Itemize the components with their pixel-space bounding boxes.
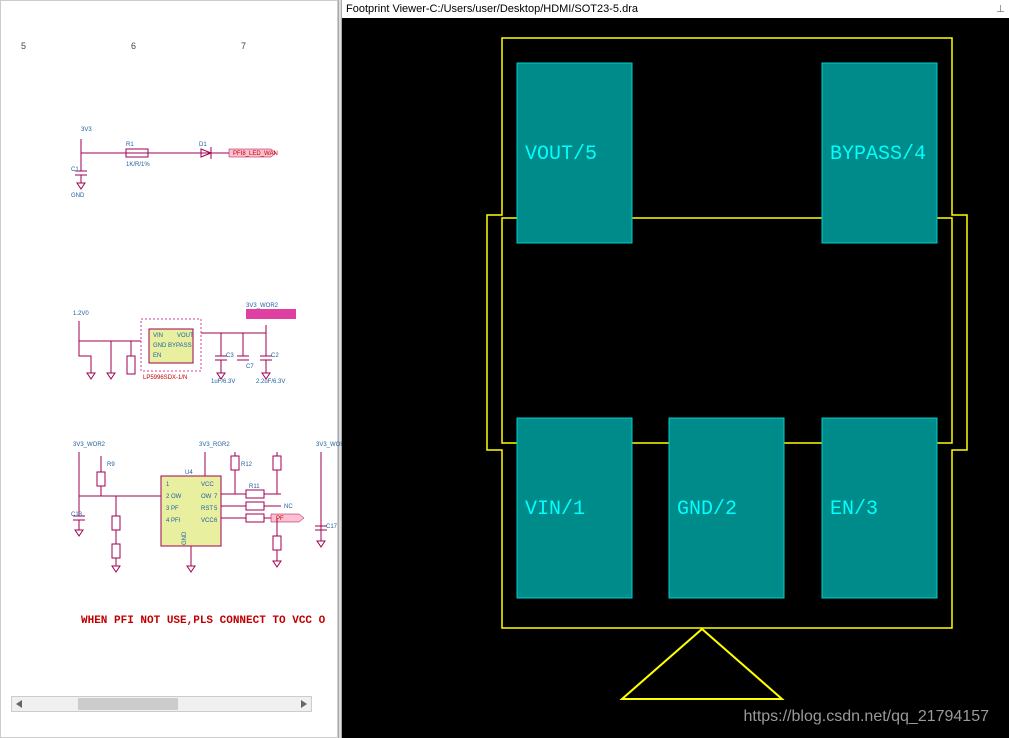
footprint-pad-label: GND/2 [677, 498, 737, 521]
footprint-pad-label: BYPASS/4 [830, 143, 926, 166]
schematic-panel: 5 6 7 3V3 R1 1K/R/1% D1 PFI8_LED_WAN C1 … [0, 0, 338, 738]
svg-text:PF: PF [171, 506, 179, 512]
svg-text:VIN: VIN [153, 333, 163, 339]
pin1-marker [622, 629, 782, 699]
svg-text:GND: GND [71, 193, 85, 199]
svg-text:D1: D1 [199, 142, 207, 148]
svg-text:OW: OW [201, 494, 212, 500]
svg-text:3V3_WOR2: 3V3_WOR2 [246, 303, 279, 309]
schematic-block-3: 3V3_WOR2 3V3_RGR2 3V3_WOR2 U4 1 VCC 2 OW… [71, 436, 351, 586]
watermark: https://blog.csdn.net/qq_21794157 [743, 708, 989, 726]
ruler-mark: 6 [131, 41, 136, 51]
svg-text:EN: EN [153, 353, 161, 359]
scroll-right-arrow[interactable] [295, 697, 311, 711]
pin-icon[interactable]: ⊥ [996, 4, 1005, 15]
svg-text:C17: C17 [326, 524, 338, 530]
svg-text:C3: C3 [226, 353, 234, 359]
svg-text:OW: OW [171, 494, 182, 500]
svg-text:U4: U4 [185, 470, 193, 476]
footprint-canvas[interactable]: VOUT/5 BYPASS/4 VIN/1 GND/2 EN/3 https://blo… [342, 18, 1009, 738]
svg-text:C7: C7 [246, 364, 254, 370]
footprint-pad-label: VOUT/5 [525, 143, 597, 166]
footprint-body-inner [502, 218, 952, 443]
svg-text:VOUT: VOUT [177, 333, 194, 339]
svg-text:PFI: PFI [171, 518, 181, 524]
ruler: 5 6 7 [1, 41, 337, 53]
svg-text:3V3: 3V3 [81, 127, 92, 133]
titlebar: Footprint Viewer-C:/Users/user/Desktop/H… [342, 0, 1009, 18]
scroll-thumb[interactable] [78, 698, 178, 710]
schematic-warning: WHEN PFI NOT USE,PLS CONNECT TO VCC O [81, 615, 325, 627]
svg-text:PFI8_LED_WAN: PFI8_LED_WAN [233, 151, 278, 157]
svg-text:3V3_RGR2: 3V3_RGR2 [199, 442, 230, 448]
svg-text:GND: GND [153, 343, 167, 349]
ruler-mark: 5 [21, 41, 26, 51]
svg-text:C13: C13 [71, 512, 83, 518]
svg-text:BYPASS: BYPASS [168, 343, 192, 349]
svg-text:1K/R/1%: 1K/R/1% [126, 162, 150, 168]
svg-text:NC: NC [284, 504, 293, 510]
ruler-mark: 7 [241, 41, 246, 51]
footprint-viewer-panel: Footprint Viewer-C:/Users/user/Desktop/H… [342, 0, 1009, 738]
svg-text:GND: GND [182, 531, 188, 545]
svg-text:C2: C2 [271, 353, 279, 359]
svg-text:VCC: VCC [201, 482, 214, 488]
svg-text:RST: RST [201, 506, 213, 512]
footprint-pad-label: VIN/1 [525, 498, 585, 521]
svg-text:R12: R12 [241, 462, 253, 468]
titlebar-title: Footprint Viewer-C:/Users/user/Desktop/H… [346, 3, 638, 15]
svg-text:1uF/6.3V: 1uF/6.3V [211, 379, 235, 385]
svg-text:R1: R1 [126, 142, 134, 148]
svg-text:3V3_WOR2: 3V3_WOR2 [73, 442, 106, 448]
svg-text:2.2uF/6.3V: 2.2uF/6.3V [256, 379, 285, 385]
footprint-pad-label: EN/3 [830, 498, 878, 521]
svg-text:LP5996SDX-1/N: LP5996SDX-1/N [143, 375, 187, 381]
schematic-block-1: 3V3 R1 1K/R/1% D1 PFI8_LED_WAN C1 GND [71, 121, 291, 201]
svg-text:1.2V0: 1.2V0 [73, 311, 89, 317]
svg-text:R9: R9 [107, 462, 115, 468]
horizontal-scrollbar[interactable] [11, 696, 312, 712]
svg-text:C1: C1 [71, 167, 79, 173]
svg-text:R11: R11 [249, 484, 260, 490]
scroll-left-arrow[interactable] [12, 697, 28, 711]
svg-text:VCC: VCC [201, 518, 214, 524]
schematic-block-2: 1.2V0 VIN VOUT GND BYPASS EN LP5996SDX-1… [71, 301, 321, 421]
